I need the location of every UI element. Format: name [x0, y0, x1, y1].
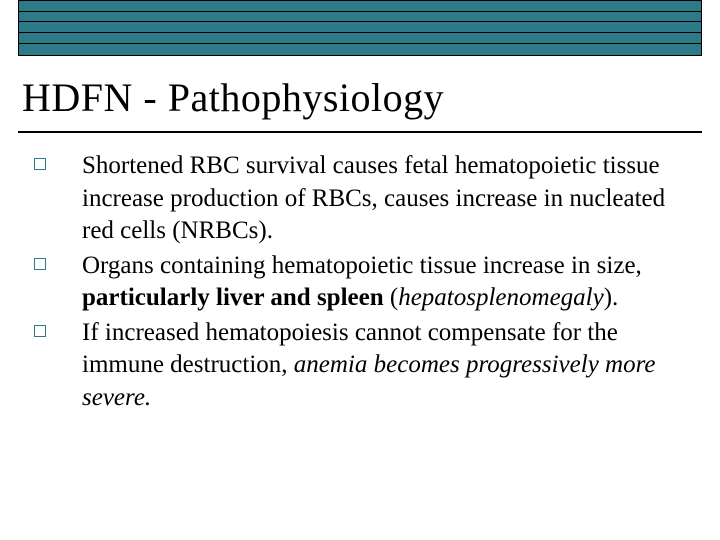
header-rule: [19, 11, 701, 12]
header-rule: [19, 21, 701, 22]
text-segment: particularly liver and spleen: [82, 284, 384, 311]
square-bullet-icon: [34, 158, 46, 170]
bullet-list: Shortened RBC survival causes fetal hema…: [34, 150, 680, 414]
bullet-text: Shortened RBC survival causes fetal hema…: [82, 152, 665, 244]
bullet-item: Organs containing hematopoietic tissue i…: [34, 250, 680, 315]
bullet-text: If increased hematopoiesis cannot compen…: [82, 319, 656, 411]
square-bullet-icon: [34, 325, 46, 337]
bullet-text: Organs containing hematopoietic tissue i…: [82, 252, 642, 312]
text-segment: Shortened RBC survival causes fetal hema…: [82, 152, 665, 244]
text-segment: Organs containing hematopoietic tissue i…: [82, 252, 642, 279]
text-segment: ).: [604, 284, 619, 311]
bullet-item: If increased hematopoiesis cannot compen…: [34, 317, 680, 415]
slide-title: HDFN - Pathophysiology: [22, 74, 702, 121]
bullet-item: Shortened RBC survival causes fetal hema…: [34, 150, 680, 248]
square-bullet-icon: [34, 258, 46, 270]
content-area: Shortened RBC survival causes fetal hema…: [34, 150, 680, 416]
text-segment: (: [384, 284, 399, 311]
header-rule: [19, 43, 701, 44]
title-container: HDFN - Pathophysiology: [18, 68, 702, 133]
header-accent-bar: [18, 0, 702, 56]
header-rule: [19, 32, 701, 33]
text-segment: hepatosplenomegaly: [398, 284, 604, 311]
